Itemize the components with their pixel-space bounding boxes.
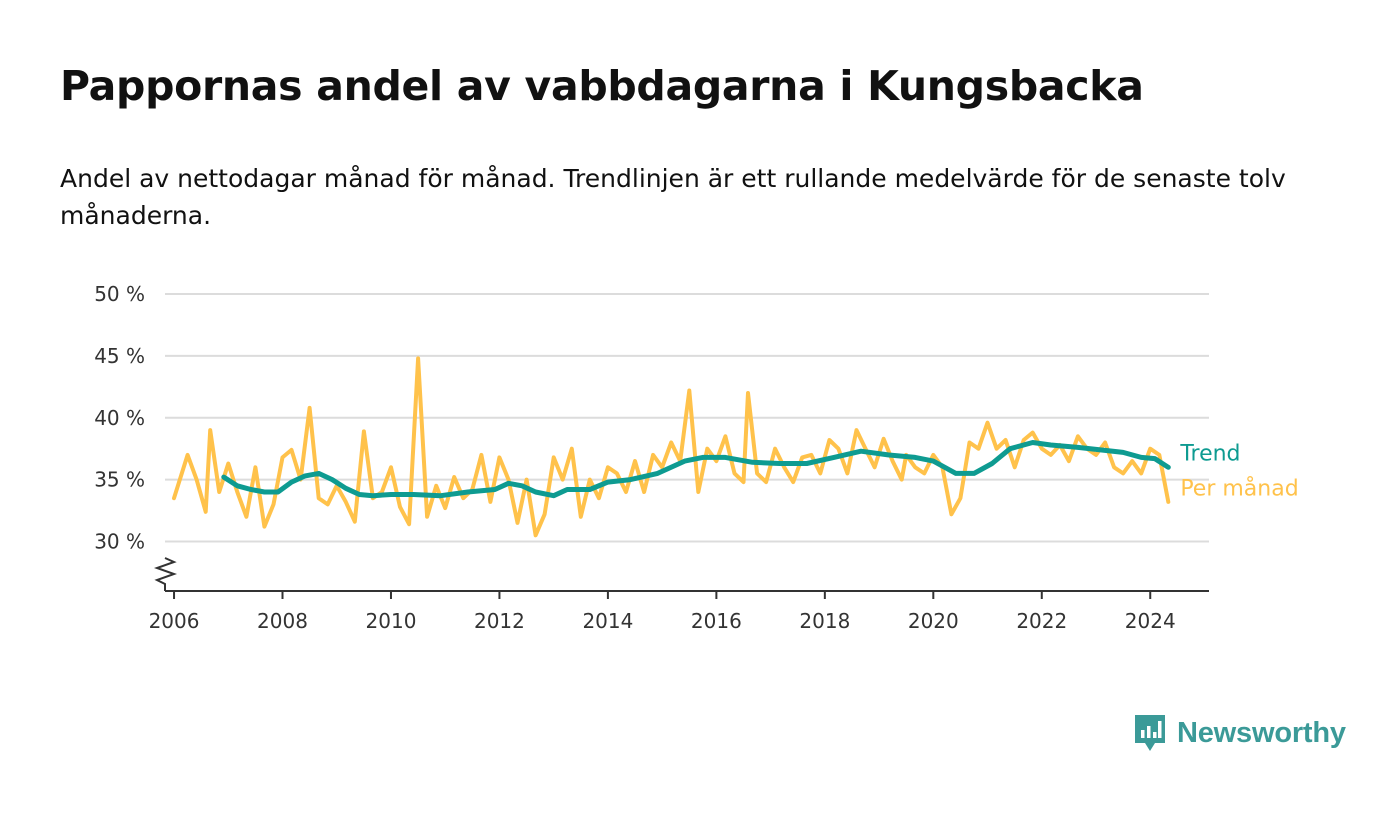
page-title: Pappornas andel av vabbdagarna i Kungsba… — [60, 62, 1144, 110]
x-tick-label: 2024 — [1125, 609, 1176, 633]
page-subtitle: Andel av nettodagar månad för månad. Tre… — [60, 164, 1286, 230]
x-tick-label: 2008 — [257, 609, 308, 633]
series-line-trend — [221, 440, 1171, 499]
x-tick-label: 2012 — [474, 609, 525, 633]
series-line-per-manad — [172, 356, 1171, 538]
y-tick-label: 40 % — [94, 406, 145, 430]
x-tick-label: 2006 — [149, 609, 200, 633]
series-lines — [172, 356, 1171, 538]
series-label-per-manad: Per månad — [1180, 475, 1298, 501]
y-tick-label: 35 % — [94, 468, 145, 492]
x-axis: 2006 2008 2010 2012 2014 2016 2018 2020 2022 2024 — [149, 557, 1209, 633]
y-axis-break-mark — [153, 557, 178, 591]
grid-lines — [165, 293, 1209, 543]
x-tick-label: 2016 — [691, 609, 742, 633]
x-tick-label: 2010 — [366, 609, 417, 633]
y-tick-label: 45 % — [94, 344, 145, 368]
x-tick-label: 2014 — [582, 609, 633, 633]
series-labels: Per månad Trend — [1179, 441, 1298, 501]
brand-name: Newsworthy — [1177, 716, 1346, 749]
x-tick-label: 2018 — [799, 609, 850, 633]
x-tick-label: 2022 — [1016, 609, 1067, 633]
x-tick-label: 2020 — [908, 609, 959, 633]
y-tick-label: 30 % — [94, 530, 145, 554]
y-axis-ticks: 30 % 35 % 40 % 45 % 50 % — [94, 282, 145, 554]
newsworthy-logo-icon — [1135, 715, 1165, 751]
series-label-trend: Trend — [1179, 441, 1240, 466]
brand-logo: Newsworthy — [1133, 713, 1346, 753]
y-tick-label: 50 % — [94, 282, 145, 306]
